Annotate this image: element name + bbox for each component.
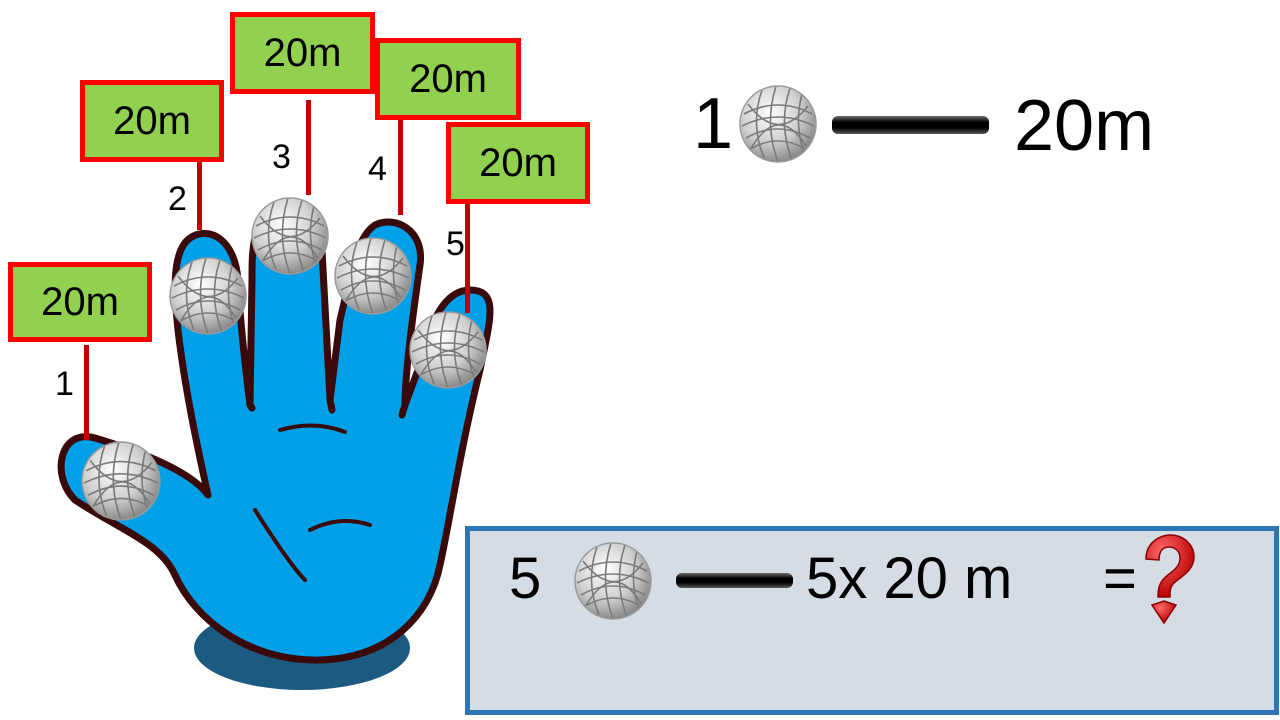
finger-4-pole [398, 120, 403, 215]
hand-illustration [57, 203, 494, 690]
string-ball-icon [333, 236, 413, 316]
bottom-equation-expression: 5x 20 m [806, 546, 1013, 611]
string-ball-icon [738, 84, 818, 164]
string-ball-icon [168, 256, 248, 336]
finger-1-sign: 20m [8, 262, 152, 342]
finger-5-number: 5 [446, 225, 465, 263]
string-ball-icon [408, 310, 488, 390]
finger-4-number: 4 [368, 150, 387, 188]
finger-1-pole [84, 345, 89, 440]
finger-3-sign: 20m [230, 12, 375, 94]
string-ball-icon [80, 440, 162, 522]
finger-2-sign: 20m [80, 80, 224, 162]
finger-2-number: 2 [168, 180, 187, 218]
finger-5-sign: 20m [446, 122, 590, 204]
top-equation-count: 1 [693, 84, 734, 164]
equals-rod [832, 116, 989, 134]
equals-rod [676, 573, 793, 588]
bottom-equation-count: 5 [509, 546, 542, 611]
top-equation-value: 20m [1014, 86, 1155, 166]
bottom-equation-equals: = [1103, 546, 1137, 611]
string-ball-icon [573, 541, 653, 621]
finger-4-sign: 20m [375, 38, 521, 120]
question-mark-icon [1145, 534, 1195, 625]
finger-5-pole [465, 203, 470, 313]
finger-2-pole [197, 160, 202, 230]
finger-3-pole [306, 100, 311, 195]
finger-1-number: 1 [55, 365, 74, 403]
string-ball-icon [250, 196, 330, 276]
finger-3-number: 3 [272, 138, 291, 176]
